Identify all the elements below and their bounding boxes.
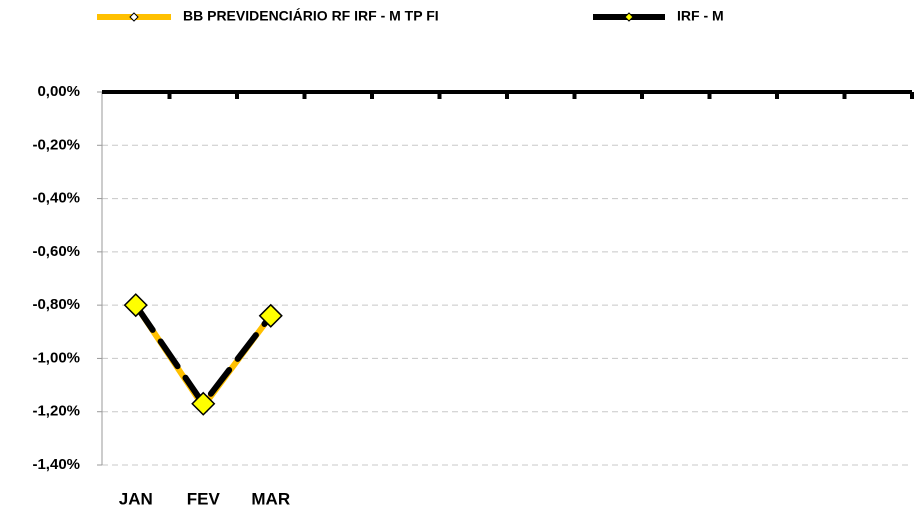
series-marker	[123, 293, 148, 318]
x-tick-label: JAN	[119, 489, 153, 508]
y-tick-label: -0,60%	[32, 243, 80, 260]
series-marker	[258, 303, 283, 328]
y-tick-label: -0,80%	[32, 296, 80, 313]
legend-marker	[129, 12, 139, 22]
y-tick-label: -1,00%	[32, 349, 80, 366]
series-marker	[191, 391, 216, 416]
y-tick-label: -0,20%	[32, 136, 80, 153]
y-tick-label: -0,40%	[32, 190, 80, 207]
series-line	[132, 302, 274, 409]
legend-label: IRF - M	[677, 8, 724, 24]
x-tick-label: FEV	[187, 489, 221, 508]
legend-label: BB PREVIDENCIÁRIO RF IRF - M TP FI	[183, 8, 439, 24]
y-tick-label: -1,40%	[32, 456, 80, 473]
x-tick-label: MAR	[251, 489, 290, 508]
y-tick-label: 0,00%	[37, 83, 80, 100]
y-tick-label: -1,20%	[32, 403, 80, 420]
series-line	[133, 303, 274, 412]
legend-marker	[624, 12, 634, 22]
